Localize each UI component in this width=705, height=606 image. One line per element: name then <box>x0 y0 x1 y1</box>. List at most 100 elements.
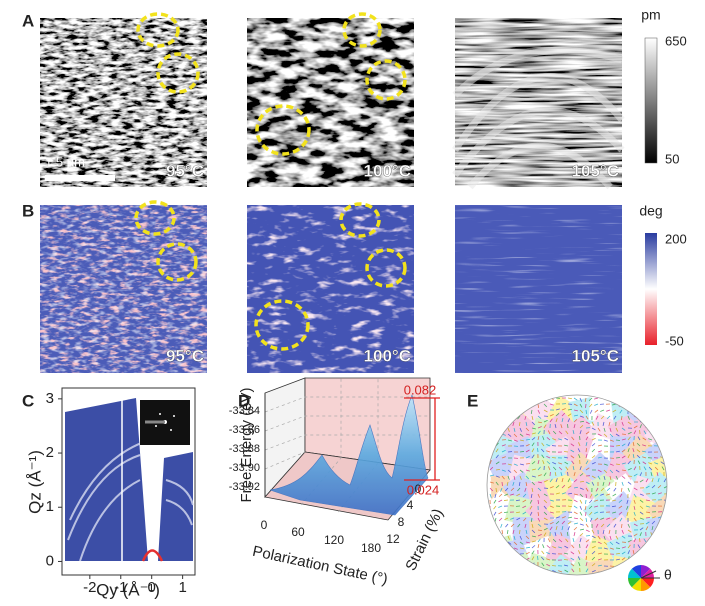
polarization-arrow <box>586 494 587 498</box>
y-tick-label: 3 <box>46 390 54 407</box>
color-wheel <box>628 565 660 591</box>
polarization-arrow <box>501 416 502 420</box>
polarization-arrow <box>664 526 666 530</box>
polarization-arrow <box>490 422 494 423</box>
polarization-arrow <box>498 404 502 406</box>
polarization-arrow <box>634 398 635 402</box>
annotation: 0.024 <box>407 482 440 497</box>
polarization-arrow <box>496 563 499 566</box>
polarization-arrow <box>634 404 635 408</box>
polarization-arrow <box>508 548 512 549</box>
polarization-arrow <box>552 565 556 566</box>
polarization-arrow <box>564 451 568 452</box>
polarization-arrow <box>496 530 499 533</box>
polarization-arrow <box>660 553 664 554</box>
polarization-arrow <box>494 398 496 401</box>
y-tick-label: 1 <box>46 498 54 515</box>
x-tick-label: 0 <box>261 518 268 532</box>
polarization-arrow <box>496 438 499 440</box>
colorbar-tick: -50 <box>665 333 684 348</box>
z-tick-label: 4 <box>407 498 414 512</box>
polarization-arrow <box>496 428 500 429</box>
polarization-arrow <box>622 564 625 566</box>
polarization-arrow <box>640 410 644 411</box>
polarization-arrow <box>621 524 622 528</box>
polarization-arrow <box>490 427 494 428</box>
polarization-arrow <box>490 416 493 419</box>
polarization-arrow <box>664 419 666 422</box>
polarization-arrow <box>639 538 640 542</box>
colorbar-unit: pm <box>641 7 660 23</box>
polarization-arrow <box>496 551 499 554</box>
afm-images <box>40 18 622 187</box>
polarization-arrow <box>568 398 572 399</box>
polarization-arrow <box>661 438 664 440</box>
polarization-arrow <box>494 404 496 407</box>
polarization-arrow <box>496 422 499 425</box>
polarization-arrow <box>664 512 668 513</box>
polarization-arrow <box>502 422 503 426</box>
polarization-arrow <box>496 416 497 420</box>
colorbar-unit: deg <box>639 203 662 219</box>
domain-patch <box>646 392 682 428</box>
domain-patch <box>484 557 518 591</box>
polarization-arrow <box>502 542 506 543</box>
polarization-arrow <box>612 398 616 399</box>
polarization-arrow <box>502 428 505 431</box>
polarization-arrow <box>628 562 630 566</box>
polarization-arrow <box>490 530 494 531</box>
z-tick-label: 8 <box>398 515 405 529</box>
polarization-arrow <box>610 572 614 574</box>
polarization-arrow <box>652 409 656 410</box>
polarization-arrow <box>516 404 520 405</box>
polarization-arrow <box>616 440 620 441</box>
polarization-arrow <box>640 404 643 406</box>
polarization-arrow <box>657 424 658 428</box>
polarization-arrow <box>490 535 494 536</box>
polarization-arrow <box>496 546 499 548</box>
polarization-arrow <box>511 416 514 419</box>
polarization-arrow <box>579 544 580 548</box>
polarization-arrow <box>658 409 662 410</box>
polarization-arrow <box>642 553 646 554</box>
polarization-arrow <box>496 536 500 537</box>
polarization-arrow <box>662 539 664 542</box>
x-axis-label: Qy (Å⁻¹) <box>96 580 160 599</box>
polarization-arrow <box>490 544 491 548</box>
polarization-arrow <box>505 416 508 419</box>
polarization-arrow <box>664 522 667 524</box>
panel-label: A <box>22 11 34 30</box>
polarization-arrow <box>664 398 668 399</box>
gisaxs-image <box>65 398 193 561</box>
z-axis-label: Strain (%) <box>402 506 447 573</box>
panel-label: C <box>22 391 34 410</box>
polarization-arrow <box>516 410 520 412</box>
polarization-arrow <box>652 413 655 416</box>
polarization-arrow <box>495 410 496 414</box>
polarization-arrow <box>538 568 539 572</box>
polarization-arrow <box>622 571 626 572</box>
polarization-arrow <box>646 419 648 422</box>
x-tick-label: 120 <box>324 533 344 547</box>
domain-patch <box>628 536 658 566</box>
polarization-arrow <box>510 410 514 411</box>
polarization-arrow <box>658 418 659 422</box>
polarization-arrow <box>633 556 634 560</box>
colorbar-tick: 650 <box>665 33 687 48</box>
energy-surface <box>265 378 440 520</box>
temperature: 100°C <box>364 161 411 180</box>
x-tick-label: -2 <box>83 579 96 596</box>
polarization-arrow <box>574 398 577 400</box>
polarization-arrow <box>660 445 664 446</box>
polarization-arrow <box>490 524 493 527</box>
polarization-arrow <box>585 500 586 504</box>
polarization-arrow <box>514 572 518 574</box>
polarization-arrow <box>530 398 532 401</box>
polarization-arrow <box>490 410 491 414</box>
polarization-arrow <box>646 404 650 405</box>
polarization-arrow <box>661 546 664 548</box>
polarization-arrow <box>490 436 491 440</box>
polarization-arrow <box>498 398 502 400</box>
x-tick-label: 180 <box>361 541 381 555</box>
polarization-arrow <box>526 564 530 566</box>
